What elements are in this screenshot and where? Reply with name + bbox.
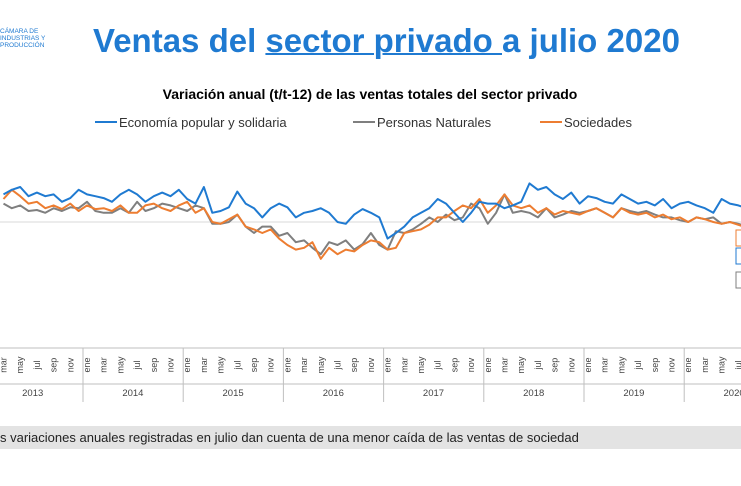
x-tick-label: nov: [266, 357, 276, 372]
x-tick-label: jul: [433, 360, 443, 370]
end-value-box: [735, 229, 741, 247]
x-tick-label: may: [416, 356, 426, 374]
series-line-0: [3, 182, 741, 240]
x-tick-label: nov: [466, 357, 476, 372]
x-tick-label: sep: [149, 358, 159, 373]
x-tick-label: jul: [633, 360, 643, 370]
x-tick-label: mar: [299, 357, 309, 373]
x-tick-label: mar: [199, 357, 209, 373]
x-tick-label: jul: [232, 360, 242, 370]
year-label: 2015: [223, 388, 244, 399]
legend-label: Economía popular y solidaria: [119, 115, 287, 130]
x-tick-label: ene: [683, 357, 693, 372]
x-tick-label: mar: [600, 357, 610, 373]
page-title-link: sector privado: [265, 22, 502, 59]
x-tick-label: mar: [99, 357, 109, 373]
x-tick-label: sep: [249, 358, 259, 373]
logo-line: CÁMARA DE: [0, 28, 39, 35]
x-tick-label: ene: [82, 357, 92, 372]
plot-area: [0, 182, 741, 289]
year-label: 2016: [323, 388, 344, 399]
x-tick-label: jul: [733, 360, 741, 370]
end-value-box: [735, 247, 741, 265]
x-tick-label: sep: [449, 358, 459, 373]
company-logo: CÁMARA DE INDUSTRIAS Y PRODUCCIÓN: [0, 28, 70, 49]
x-tick-label: may: [516, 356, 526, 374]
x-tick-label: sep: [349, 358, 359, 373]
x-tick-label: jul: [132, 360, 142, 370]
sales-variation-chart: Variación anual (t/t-12) de las ventas t…: [0, 86, 741, 402]
x-tick-label: nov: [366, 357, 376, 372]
page-title-pre: Ventas del: [93, 22, 266, 59]
end-value-box: [735, 271, 741, 289]
legend-label: Sociedades: [564, 115, 632, 130]
x-tick-label: sep: [49, 358, 59, 373]
x-tick-label: ene: [282, 357, 292, 372]
year-label: 2013: [22, 388, 43, 399]
footer-text: s variaciones anuales registradas en jul…: [0, 430, 579, 445]
x-tick-label: mar: [0, 357, 9, 373]
x-tick-label: mar: [700, 357, 710, 373]
year-label: 2014: [122, 388, 143, 399]
chart-legend: Economía popular y solidaria Personas Nat…: [95, 115, 632, 130]
x-tick-label: sep: [650, 358, 660, 373]
chart-title: Variación anual (t/t-12) de las ventas t…: [163, 86, 578, 102]
x-tick-label: may: [216, 356, 226, 374]
x-tick-label: may: [717, 356, 727, 374]
x-tick-label: mar: [500, 357, 510, 373]
x-tick-label: jul: [533, 360, 543, 370]
x-tick-label: jul: [333, 360, 343, 370]
page-title-post: a julio 2020: [502, 22, 680, 59]
x-tick-label: sep: [550, 358, 560, 373]
x-tick-label: nov: [667, 357, 677, 372]
x-tick-label: may: [115, 356, 125, 374]
year-label: 2017: [423, 388, 444, 399]
year-label: 2020: [724, 388, 741, 399]
logo-line: INDUSTRIAS Y: [0, 35, 46, 42]
year-label: 2019: [623, 388, 644, 399]
x-tick-label: ene: [182, 357, 192, 372]
legend-label: Personas Naturales: [377, 115, 492, 130]
year-label: 2018: [523, 388, 544, 399]
x-tick-label: may: [616, 356, 626, 374]
page-title: Ventas del sector privado a julio 2020: [93, 22, 680, 60]
x-tick-label: ene: [483, 357, 493, 372]
x-tick-label: nov: [566, 357, 576, 372]
x-tick-label: jul: [32, 360, 42, 370]
footer-bar: s variaciones anuales registradas en jul…: [0, 426, 741, 449]
series-line-1: [3, 193, 741, 256]
series-line-2: [2, 188, 741, 260]
x-tick-label: ene: [383, 357, 393, 372]
x-tick-label: nov: [65, 357, 75, 372]
x-tick-label: may: [316, 356, 326, 374]
x-tick-label: may: [15, 356, 25, 374]
logo-line: PRODUCCIÓN: [0, 42, 45, 49]
x-tick-label: nov: [166, 357, 176, 372]
x-tick-label: ene: [583, 357, 593, 372]
x-tick-label: mar: [399, 357, 409, 373]
